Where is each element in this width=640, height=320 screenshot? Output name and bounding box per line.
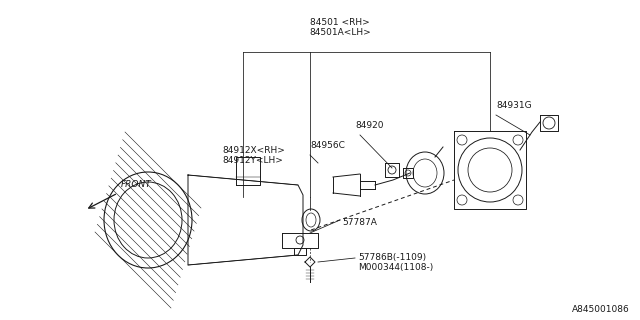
Text: A845001086: A845001086 — [572, 305, 630, 314]
Text: 84920: 84920 — [355, 121, 383, 130]
Text: 84931G: 84931G — [496, 101, 532, 110]
Text: 84501 <RH>
84501A<LH>: 84501 <RH> 84501A<LH> — [309, 18, 371, 37]
Text: 84912X<RH>
84912Y<LH>: 84912X<RH> 84912Y<LH> — [222, 146, 285, 165]
Text: 57787A: 57787A — [342, 218, 377, 227]
Text: 84956C: 84956C — [310, 141, 345, 150]
Text: 57786B(-1109)
M000344(1108-): 57786B(-1109) M000344(1108-) — [358, 253, 433, 272]
Text: FRONT: FRONT — [121, 180, 152, 189]
